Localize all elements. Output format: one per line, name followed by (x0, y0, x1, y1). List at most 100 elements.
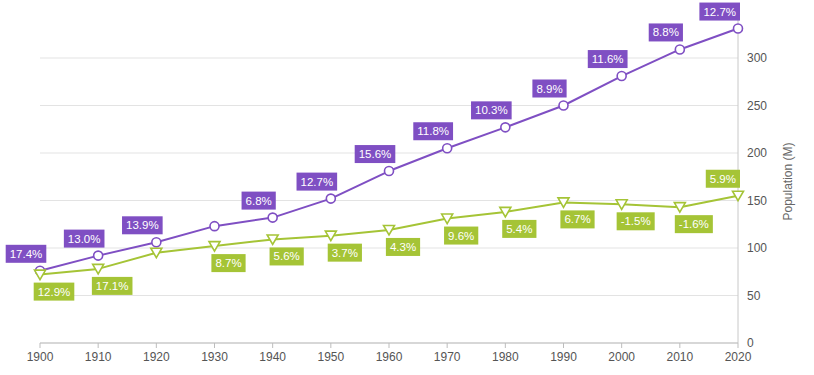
data-label: 13.9% (122, 216, 163, 234)
x-tick-label: 1970 (434, 350, 461, 364)
data-label: 6.8% (242, 192, 276, 210)
marker (675, 45, 684, 54)
x-tick (679, 343, 680, 348)
data-label-box (297, 173, 338, 191)
data-label-box (122, 216, 163, 234)
data-label-text: 10.3% (475, 104, 508, 116)
marker (268, 213, 277, 222)
x-tick-label: 2000 (608, 350, 635, 364)
data-label: 5.4% (502, 220, 536, 238)
x-tick (214, 343, 215, 348)
x-tick-label: 1920 (143, 350, 170, 364)
x-tick (621, 343, 622, 348)
data-label-box (706, 170, 740, 188)
data-label-box (6, 245, 47, 263)
data-label-text: 8.9% (536, 83, 562, 95)
y-tick-label: 0 (747, 336, 754, 350)
data-label: 5.9% (706, 170, 740, 188)
data-label-text: 5.6% (274, 250, 300, 262)
grid-line (40, 58, 738, 59)
x-tick-label: 1910 (85, 350, 112, 364)
data-label-text: 6.7% (564, 213, 590, 225)
data-label-text: 6.8% (246, 195, 272, 207)
data-label-box (699, 3, 740, 21)
line (40, 196, 738, 275)
data-label-text: 8.8% (653, 26, 679, 38)
x-tick-label: 1990 (550, 350, 577, 364)
y-tick-label: 150 (747, 194, 767, 208)
data-label: -1.5% (617, 212, 655, 230)
data-label: 5.6% (270, 247, 304, 265)
y-tick-label: 50 (747, 289, 761, 303)
marker (35, 270, 46, 280)
marker (384, 225, 395, 235)
data-label: 15.6% (355, 145, 396, 163)
x-tick-label: 1940 (259, 350, 286, 364)
x-tick (272, 343, 273, 348)
data-label-box (588, 50, 628, 68)
data-label-text: 3.7% (332, 247, 358, 259)
data-label-box (649, 23, 683, 41)
marker (151, 248, 162, 258)
data-label: 8.9% (532, 80, 566, 98)
x-tick (156, 343, 157, 348)
x-tick (40, 343, 41, 348)
grid-line (40, 200, 738, 201)
x-tick (389, 343, 390, 348)
data-label: 17.4% (6, 245, 47, 263)
x-tick-label: 1900 (27, 350, 54, 364)
grid-line (40, 295, 738, 296)
x-tick-label: 1950 (317, 350, 344, 364)
data-label: 3.7% (328, 244, 362, 262)
marker (443, 144, 452, 153)
chart-container: 0501001502002503001900191019201930194019… (0, 0, 814, 375)
y-tick-label: 300 (747, 51, 767, 65)
data-labels: 17.4% 13.0% 13.9% 6.8% 12.7% 15.6% 11.8% 10.3% 8… (6, 3, 740, 301)
data-label-box (64, 230, 105, 248)
data-label-text: -1.6% (679, 218, 709, 230)
x-tick (505, 343, 506, 348)
marker (733, 191, 744, 201)
marker (93, 264, 104, 274)
data-label: 8.8% (649, 23, 683, 41)
data-label-box (211, 254, 245, 272)
data-label: 10.3% (471, 101, 512, 119)
marker (325, 231, 336, 241)
data-label-text: 13.9% (126, 219, 159, 231)
data-label-text: 12.7% (703, 6, 736, 18)
data-label-box (532, 80, 566, 98)
data-label-text: 11.6% (592, 53, 624, 65)
line (40, 29, 738, 271)
x-tick (563, 343, 564, 348)
marker (501, 123, 510, 132)
data-label-box (471, 101, 512, 119)
data-label: 11.6% (588, 50, 628, 68)
chart-svg: 0501001502002503001900191019201930194019… (0, 0, 814, 375)
marker (558, 198, 569, 208)
data-label: 4.3% (386, 238, 420, 256)
data-label-text: 11.8% (417, 125, 449, 137)
marker (94, 251, 103, 260)
data-label-text: 15.6% (359, 148, 392, 160)
y-tick-label: 100 (747, 241, 767, 255)
x-tick (330, 343, 331, 348)
data-label: -1.6% (675, 215, 713, 233)
x-tick-label: 1930 (201, 350, 228, 364)
x-tick-label: 1980 (492, 350, 519, 364)
data-label-box (413, 122, 453, 140)
data-label-text: 4.3% (390, 241, 416, 253)
data-label: 12.9% (34, 283, 75, 301)
data-label: 13.0% (64, 230, 105, 248)
x-tick (447, 343, 448, 348)
data-label-text: 5.4% (506, 223, 532, 235)
data-label-text: 12.9% (38, 286, 71, 298)
data-label-box (386, 238, 420, 256)
data-label: 12.7% (699, 3, 740, 21)
data-label-box (560, 210, 594, 228)
data-label: 9.6% (444, 227, 478, 245)
data-label-box (270, 247, 304, 265)
marker (152, 238, 161, 247)
data-label-box (242, 192, 276, 210)
data-label-box (328, 244, 362, 262)
data-label: 11.8% (413, 122, 453, 140)
